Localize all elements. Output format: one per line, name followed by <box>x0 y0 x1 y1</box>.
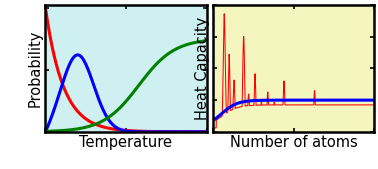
Y-axis label: Heat Capacity: Heat Capacity <box>195 17 210 120</box>
X-axis label: Temperature: Temperature <box>79 135 172 150</box>
X-axis label: Number of atoms: Number of atoms <box>230 135 358 150</box>
Y-axis label: Probability: Probability <box>28 30 43 107</box>
